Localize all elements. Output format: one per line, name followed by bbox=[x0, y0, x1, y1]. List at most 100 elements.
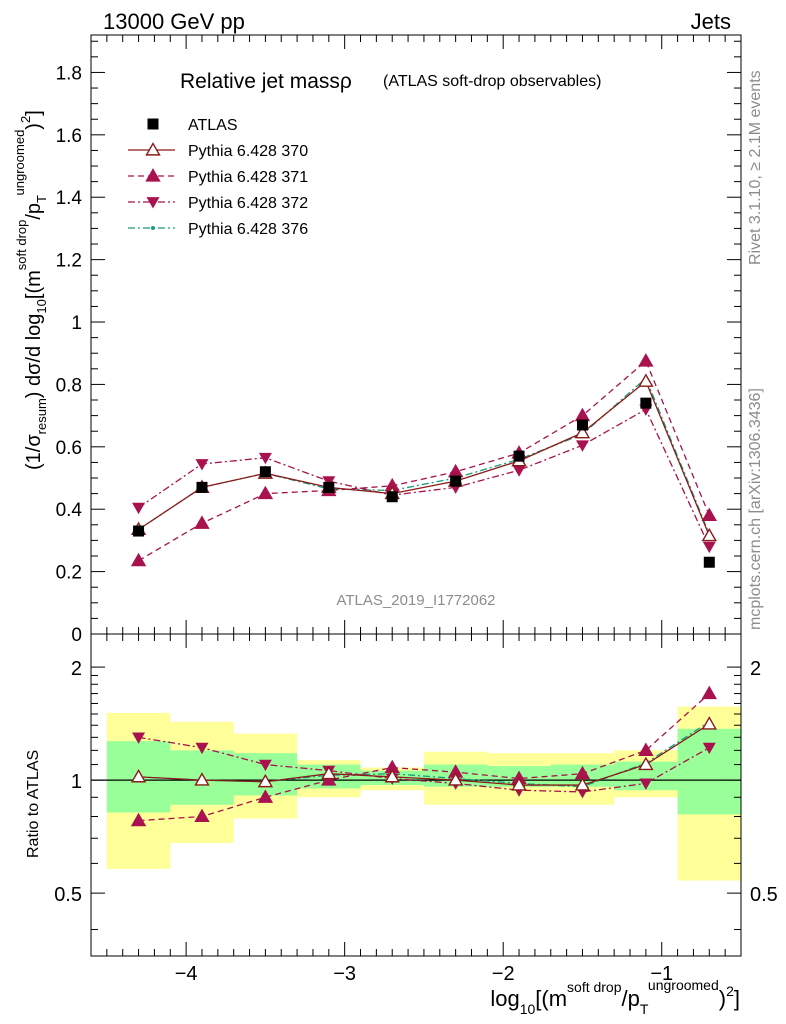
ratio-y-tick-label: 1 bbox=[71, 771, 82, 793]
legend-entry: ATLAS bbox=[147, 117, 238, 134]
x-tick-label: −4 bbox=[175, 963, 198, 985]
y-axis-label-part: 10 bbox=[34, 299, 49, 313]
data-point bbox=[640, 397, 652, 409]
x-tick-label: −3 bbox=[333, 963, 356, 985]
y-tick-label: 1.2 bbox=[56, 251, 82, 272]
ratio-data-point bbox=[701, 685, 717, 700]
side-mcplots-label: mcplots.cern.ch [arXiv:1306.3436] bbox=[747, 388, 764, 630]
ratio-series-line bbox=[138, 693, 710, 822]
y-axis-label-part: T bbox=[34, 195, 49, 203]
ratio-data-point bbox=[195, 742, 209, 755]
data-point bbox=[513, 450, 525, 462]
x-axis-label-part: ungroomed bbox=[648, 977, 719, 993]
legend-marker bbox=[145, 168, 161, 182]
series-pythia-6-428-371 bbox=[130, 353, 717, 567]
y-axis-label-part: soft drop bbox=[14, 220, 29, 271]
x-axis-label-part: ) bbox=[719, 986, 726, 1011]
y-tick-label: 1.4 bbox=[56, 188, 83, 209]
series-line bbox=[138, 408, 710, 547]
legend-marker bbox=[147, 118, 159, 130]
ratio-series-pythia-6-428-370 bbox=[130, 716, 717, 791]
ratio-uncertainty-bands bbox=[106, 706, 741, 881]
y-axis-label-part: [(m bbox=[23, 270, 45, 299]
ratio-data-point bbox=[639, 778, 653, 790]
ratio-panel: 0.5 0.5 1 2 2 −4 −3 −2 −1 Ratio to ATLAS log10[… bbox=[25, 633, 778, 1017]
data-point bbox=[386, 491, 398, 503]
y-axis-label-part: ) bbox=[23, 123, 45, 130]
data-point bbox=[576, 419, 588, 431]
legend-entry: Pythia 6.428 372 bbox=[128, 195, 308, 212]
ratio-y-tick-label-right: 0.5 bbox=[750, 884, 778, 906]
ratio-y-tick-label: 2 bbox=[71, 658, 82, 680]
ratio-data-point bbox=[130, 768, 147, 783]
ratio-data-point bbox=[258, 759, 272, 772]
series-pythia-6-428-376 bbox=[136, 376, 712, 537]
legend: ATLAS Pythia 6.428 370 Pythia 6.428 371 Pyt… bbox=[128, 117, 308, 238]
x-axis-label: log10[(msoft drop/pTungroomed)2] bbox=[490, 977, 740, 1017]
y-axis-label-part: (1/σ bbox=[23, 434, 45, 470]
data-point bbox=[701, 507, 717, 522]
data-point bbox=[701, 527, 717, 542]
x-axis-label-part: 2 bbox=[726, 983, 734, 999]
y-tick-label: 0.4 bbox=[56, 500, 83, 521]
ratio-data-point bbox=[194, 772, 210, 786]
data-point bbox=[259, 466, 271, 478]
x-axis-label-part: soft drop bbox=[567, 979, 622, 995]
legend-label: Pythia 6.428 370 bbox=[188, 143, 308, 160]
ratio-data-point bbox=[638, 742, 654, 756]
data-point bbox=[450, 475, 462, 487]
x-tick-label: −1 bbox=[650, 963, 673, 985]
ratio-series-line bbox=[138, 723, 710, 786]
ratio-data-point bbox=[132, 732, 146, 744]
legend-label: Pythia 6.428 376 bbox=[188, 221, 308, 238]
series-atlas bbox=[133, 397, 715, 568]
stat-band bbox=[677, 728, 741, 815]
main-panel: Relative jet massρ (ATLAS soft-drop obse… bbox=[12, 34, 742, 646]
y-tick-label: 0.8 bbox=[56, 375, 82, 396]
main-series-group bbox=[130, 353, 717, 568]
data-point bbox=[130, 552, 147, 567]
data-point bbox=[132, 502, 146, 515]
header-jets-label: Jets bbox=[691, 9, 731, 34]
ratio-plot-frame bbox=[90, 633, 742, 957]
chart-subtitle: (ATLAS soft-drop observables) bbox=[383, 73, 601, 90]
ratio-data-point bbox=[130, 812, 147, 827]
data-point bbox=[257, 485, 274, 500]
ratio-data-point bbox=[511, 777, 527, 791]
ratio-data-point bbox=[638, 756, 654, 771]
x-axis-label-part: ] bbox=[734, 986, 740, 1011]
y-axis-label-part: ungroomed bbox=[12, 130, 27, 196]
data-point bbox=[195, 459, 209, 471]
legend-entry: Pythia 6.428 371 bbox=[128, 168, 308, 186]
legend-entry: Pythia 6.428 370 bbox=[128, 142, 308, 160]
series-line bbox=[138, 359, 710, 562]
legend-marker bbox=[145, 142, 161, 156]
data-point bbox=[702, 541, 716, 554]
header-energy-label: 13000 GeV pp bbox=[103, 9, 245, 34]
y-tick-label: 1 bbox=[71, 313, 82, 334]
ratio-data-point bbox=[321, 772, 337, 786]
ratio-data-point bbox=[384, 768, 400, 783]
y-tick-label: 0 bbox=[71, 625, 82, 646]
data-point bbox=[512, 465, 526, 477]
ratio-series-line bbox=[138, 736, 710, 793]
data-point bbox=[638, 353, 654, 367]
data-point bbox=[574, 424, 591, 439]
ratio-series-group bbox=[130, 685, 717, 827]
x-axis-label-part: log bbox=[490, 986, 519, 1011]
series-line bbox=[138, 377, 710, 535]
y-axis-label-part: ] bbox=[23, 110, 45, 116]
x-axis-label-part: 10 bbox=[520, 1001, 536, 1017]
legend-marker bbox=[146, 197, 160, 209]
chart-title: Relative jet massρ bbox=[180, 70, 352, 93]
data-point bbox=[323, 481, 335, 493]
data-point bbox=[574, 407, 591, 422]
series-line bbox=[138, 380, 710, 536]
main-x-axis-ticks bbox=[106, 35, 726, 634]
y-axis-label-part: /p bbox=[23, 203, 45, 220]
ratio-y-axis-label: Ratio to ATLAS bbox=[25, 750, 42, 858]
ratio-data-point bbox=[447, 772, 464, 786]
ratio-data-point bbox=[701, 716, 717, 730]
y-tick-label: 0.6 bbox=[56, 438, 82, 459]
